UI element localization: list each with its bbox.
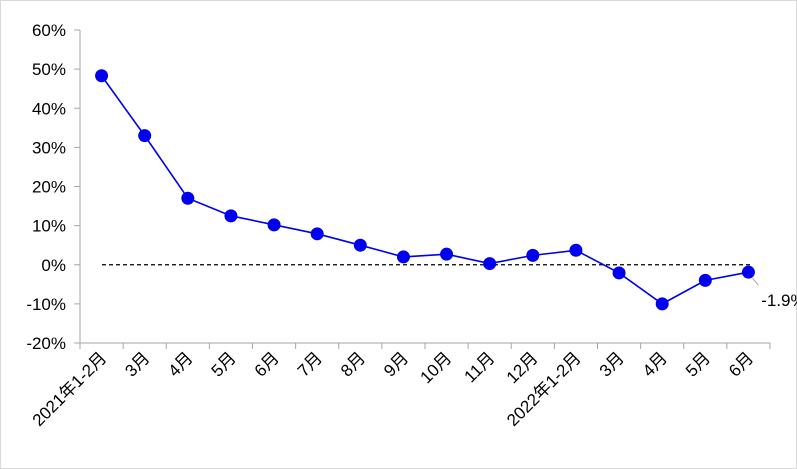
x-tick-label: 11月 <box>461 348 499 386</box>
data-point <box>310 227 324 241</box>
x-tick-label: 12月 <box>503 348 542 387</box>
y-tick-label: 20% <box>32 178 66 197</box>
series-line <box>100 75 749 305</box>
x-tick-label: 5月 <box>208 348 240 380</box>
data-point <box>741 265 755 279</box>
x-tick-label: 2021年1-2月 <box>29 348 111 430</box>
data-point <box>698 273 712 287</box>
data-point <box>267 218 281 232</box>
x-tick-label: 6月 <box>251 348 283 380</box>
x-tick-label: 10月 <box>417 348 456 387</box>
y-tick-label: 40% <box>32 99 66 118</box>
x-tick-label: 9月 <box>380 348 412 380</box>
x-tick-label: 5月 <box>682 348 714 380</box>
x-tick-label: 4月 <box>639 348 671 380</box>
data-point <box>526 248 540 262</box>
y-tick-label: 50% <box>32 60 66 79</box>
data-point <box>569 243 583 257</box>
data-point <box>353 238 367 252</box>
y-tick-label: -20% <box>26 334 66 353</box>
data-point <box>655 297 669 311</box>
data-point <box>138 129 152 143</box>
y-tick-label: 60% <box>32 21 66 40</box>
y-tick-label: 10% <box>32 217 66 236</box>
data-point <box>224 209 238 223</box>
data-point <box>612 266 626 280</box>
data-point <box>181 191 195 205</box>
data-label-leader <box>752 277 759 286</box>
x-tick-label: 3月 <box>121 348 153 380</box>
x-tick-label: 3月 <box>596 348 628 380</box>
data-point <box>440 247 454 261</box>
data-point <box>483 257 497 271</box>
x-tick-label: 8月 <box>337 348 369 380</box>
x-tick-label: 7月 <box>294 348 326 380</box>
y-tick-label: -10% <box>26 295 66 314</box>
data-point <box>396 250 410 264</box>
y-tick-label: 30% <box>32 138 66 157</box>
y-tick-label: 0% <box>41 256 66 275</box>
data-point <box>95 69 109 83</box>
x-tick-label: 4月 <box>164 348 196 380</box>
x-tick-label: 6月 <box>725 348 757 380</box>
data-label: -1.9% <box>761 291 797 310</box>
